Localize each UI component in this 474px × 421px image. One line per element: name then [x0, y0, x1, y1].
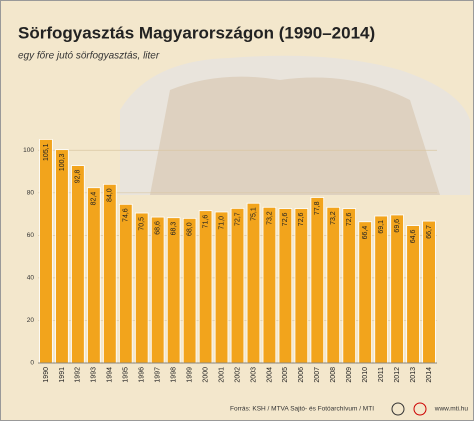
- bar: [406, 225, 420, 364]
- value-label: 84,0: [107, 188, 114, 202]
- bar: [198, 210, 213, 364]
- y-tick-label: 40: [27, 275, 35, 282]
- y-tick-label: 100: [23, 147, 34, 154]
- bar: [374, 215, 388, 364]
- bar: [87, 187, 101, 364]
- bar: [182, 217, 197, 364]
- value-label: 69,6: [394, 219, 401, 233]
- value-label: 72,6: [346, 212, 353, 226]
- x-tick-label: 2000: [202, 367, 209, 383]
- x-tick-label: 2004: [266, 367, 273, 383]
- value-label: 71,0: [218, 216, 225, 230]
- logo: [413, 402, 427, 416]
- value-label: 70,5: [139, 217, 146, 231]
- y-tick-label: 80: [27, 190, 35, 197]
- x-tick-label: 2002: [234, 367, 241, 383]
- x-tick-label: 1991: [59, 367, 66, 383]
- value-label: 71,6: [202, 215, 209, 229]
- x-tick-label: 2003: [250, 367, 257, 383]
- x-tick-label: 1996: [139, 367, 146, 383]
- value-label: 68,3: [171, 222, 178, 236]
- bar: [294, 208, 309, 364]
- bar: [166, 217, 181, 364]
- x-tick-label: 2001: [218, 367, 225, 383]
- bar: [342, 208, 357, 364]
- y-tick-label: 60: [27, 232, 35, 239]
- bar: [214, 211, 229, 364]
- value-label: 72,7: [234, 212, 241, 226]
- chart-title: Sörfogyasztás Magyarországon (1990–2014): [18, 23, 375, 42]
- x-tick-label: 2007: [314, 367, 321, 383]
- value-label: 66,7: [426, 225, 433, 239]
- value-label: 105,1: [43, 143, 50, 161]
- value-label: 66,4: [362, 226, 369, 240]
- bar: [118, 203, 133, 364]
- x-tick-label: 2013: [410, 367, 417, 383]
- value-label: 75,1: [250, 207, 257, 221]
- value-label: 82,4: [91, 192, 98, 206]
- x-tick-label: 1995: [123, 367, 130, 383]
- x-tick-label: 2011: [378, 367, 385, 382]
- x-tick-label: 2014: [426, 367, 433, 383]
- bar: [262, 206, 277, 364]
- value-label: 64,6: [410, 229, 417, 243]
- bar: [326, 206, 341, 364]
- value-label: 69,1: [378, 220, 385, 234]
- value-label: 72,6: [298, 212, 305, 226]
- bar: [134, 212, 149, 364]
- value-label: 92,8: [75, 169, 82, 183]
- x-tick-label: 1993: [91, 367, 98, 383]
- x-tick-label: 2010: [362, 367, 369, 383]
- x-tick-label: 1994: [107, 367, 114, 383]
- y-tick-label: 20: [27, 317, 35, 324]
- bar: [390, 214, 404, 364]
- bar: [358, 221, 372, 364]
- value-label: 73,2: [266, 211, 273, 225]
- bar: [310, 197, 325, 364]
- bar: [150, 216, 165, 364]
- chart-subtitle: egy főre jutó sörfogyasztás, liter: [18, 51, 160, 62]
- bar: [71, 165, 85, 364]
- bar: [278, 208, 293, 364]
- x-tick-label: 2005: [282, 367, 289, 383]
- x-tick-label: 1997: [155, 367, 162, 383]
- y-tick-label: 0: [30, 360, 34, 367]
- source: Forrás: KSH / MTVA Sajtó- és Fotóarchívu…: [230, 406, 374, 413]
- value-label: 68,6: [155, 221, 162, 235]
- x-tick-label: 2006: [298, 367, 305, 383]
- x-tick-label: 2009: [346, 367, 353, 383]
- bar: [246, 202, 261, 364]
- value-label: 74,6: [123, 208, 130, 222]
- photo-people: [150, 76, 440, 195]
- value-label: 72,6: [282, 212, 289, 226]
- x-tick-label: 1999: [186, 367, 193, 383]
- bar: [422, 220, 436, 364]
- x-tick-label: 2008: [330, 367, 337, 383]
- value-label: 68,0: [186, 222, 193, 236]
- value-label: 100,3: [59, 154, 66, 172]
- bar: [55, 149, 69, 364]
- x-tick-label: 1998: [171, 367, 178, 383]
- value-label: 77,8: [314, 201, 321, 215]
- bar: [39, 139, 53, 364]
- x-tick-label: 2012: [394, 367, 401, 383]
- website: www.mti.hu: [434, 406, 469, 413]
- value-label: 73,2: [330, 211, 337, 225]
- logo: [391, 402, 405, 416]
- x-tick-label: 1992: [75, 367, 82, 383]
- bar: [103, 183, 117, 364]
- x-tick-label: 1990: [43, 367, 50, 383]
- bar: [230, 207, 245, 364]
